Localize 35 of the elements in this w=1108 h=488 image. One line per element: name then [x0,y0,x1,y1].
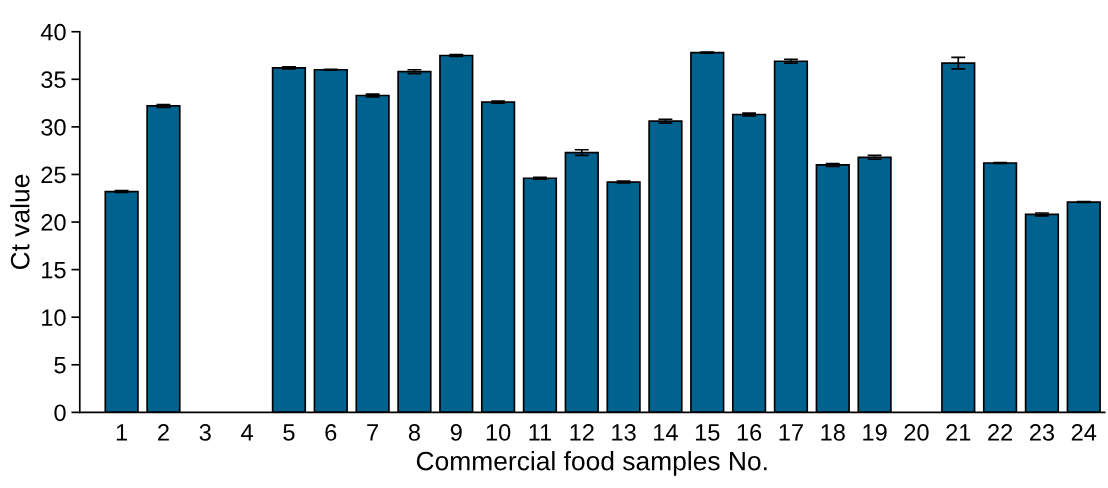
x-tick-label: 14 [654,424,678,441]
x-tick-label: 8 [408,424,420,441]
y-axis-title: Ct value [10,174,30,270]
y-tick-label: 40 [40,23,66,41]
x-tick-label: 2 [158,424,169,441]
x-tick-label: 13 [612,424,636,441]
y-tick-label: 35 [41,71,66,89]
x-tick-label: 17 [779,424,803,441]
x-tick-label: 11 [529,424,552,441]
x-tick-label: 1 [116,424,128,441]
x-tick-label: 6 [325,424,337,441]
x-tick-label: 19 [863,424,887,441]
x-tick-label: 21 [946,424,971,441]
x-tick-label: 4 [241,424,253,441]
y-tick-label: 20 [41,214,66,231]
x-tick-label: 9 [450,424,462,441]
y-tick-label: 25 [41,166,66,184]
y-tick-label: 30 [41,118,66,136]
x-tick-label: 20 [904,424,929,441]
y-tick-label: 10 [42,309,66,326]
x-tick-label: 16 [737,424,762,441]
x-tick-label: 22 [988,424,1013,441]
x-tick-label: 24 [1071,424,1097,441]
x-tick-label: 10 [486,424,511,441]
y-tick-label: 5 [54,357,66,374]
x-tick-label: 23 [1029,424,1055,441]
x-tick-label: 15 [695,424,720,441]
x-axis-title: Commercial food samples No. [416,451,767,476]
x-tick-label: 7 [367,424,378,441]
x-tick-label: 3 [199,424,211,441]
x-tick-label: 18 [821,424,845,441]
y-tick-label: 15 [42,261,66,279]
x-tick-label: 12 [570,424,594,441]
y-tick-label: 0 [54,404,66,422]
x-tick-label: 5 [283,424,295,441]
